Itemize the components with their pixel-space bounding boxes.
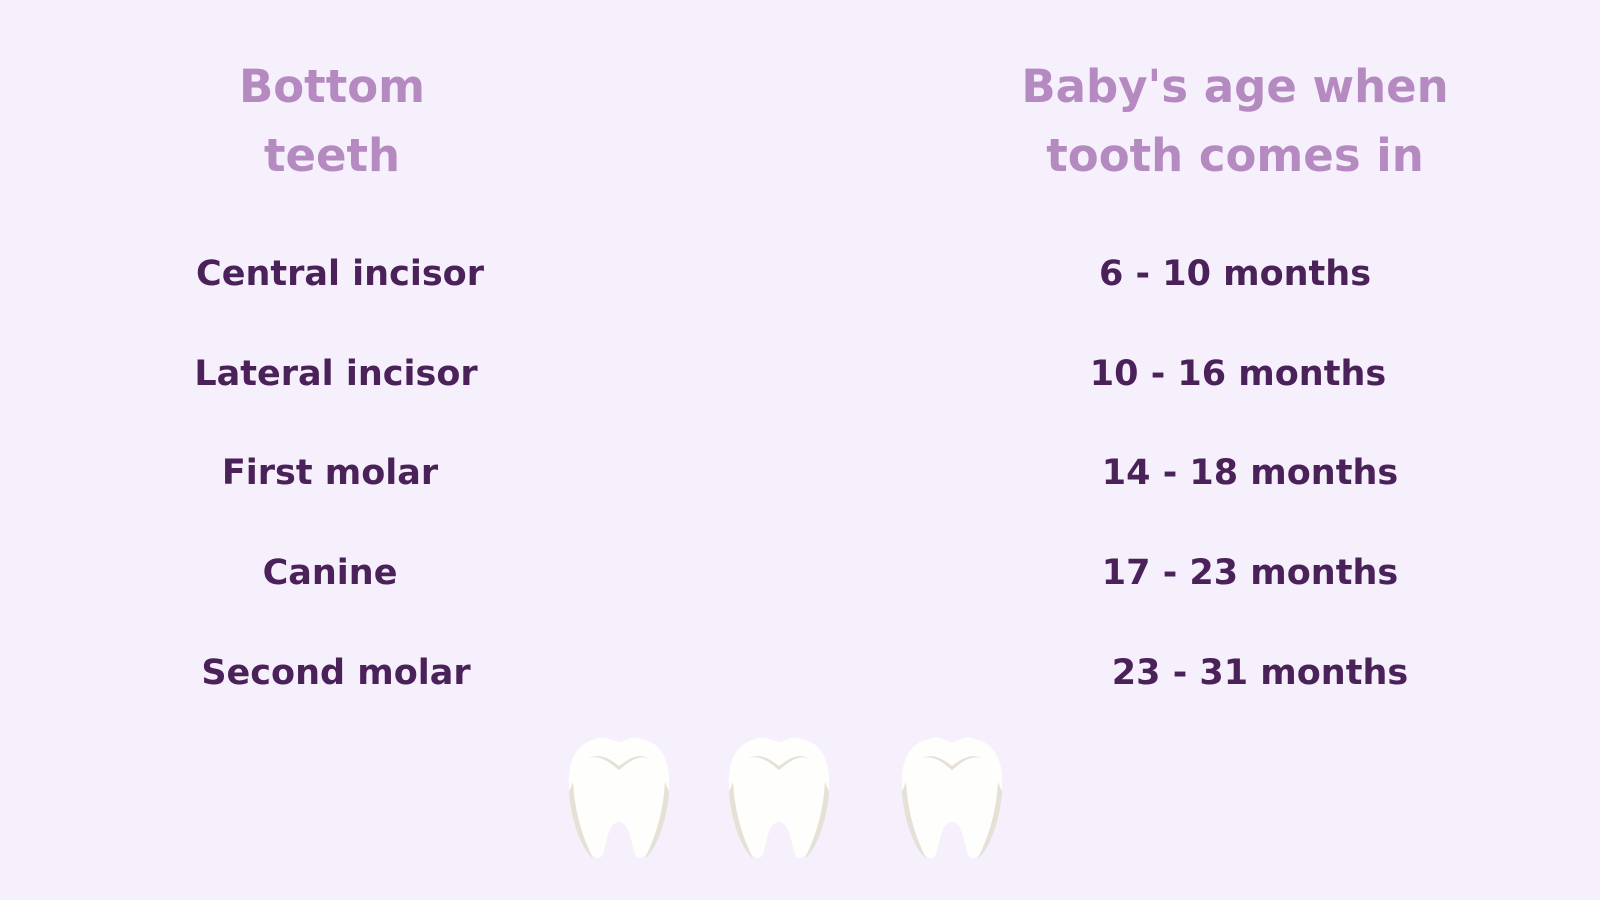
- tooth-age: 14 - 18 months: [1101, 453, 1399, 493]
- tooth-icon: [728, 737, 830, 858]
- left-column-header: Bottom teeth: [52, 52, 612, 190]
- tooth-name: Central incisor: [196, 254, 484, 294]
- right-column-header: Baby's age when tooth comes in: [955, 52, 1515, 190]
- left-header-line-1: Bottom: [238, 60, 426, 113]
- right-header-line-1: Baby's age when: [1021, 60, 1449, 113]
- tooth-age: 10 - 16 months: [1089, 354, 1387, 394]
- left-header-line-2: teeth: [263, 129, 401, 182]
- tooth-age: 23 - 31 months: [1111, 653, 1409, 693]
- right-header-line-2: tooth comes in: [1046, 129, 1424, 182]
- tooth-age: 17 - 23 months: [1101, 553, 1399, 593]
- tooth-name: Canine: [262, 553, 398, 593]
- tooth-icon: [568, 737, 670, 858]
- tooth-name: Second molar: [201, 653, 471, 693]
- tooth-name: First molar: [221, 453, 439, 493]
- tooth-name: Lateral incisor: [194, 354, 478, 394]
- tooth-icon: [901, 737, 1003, 858]
- tooth-age: 6 - 10 months: [1098, 254, 1372, 294]
